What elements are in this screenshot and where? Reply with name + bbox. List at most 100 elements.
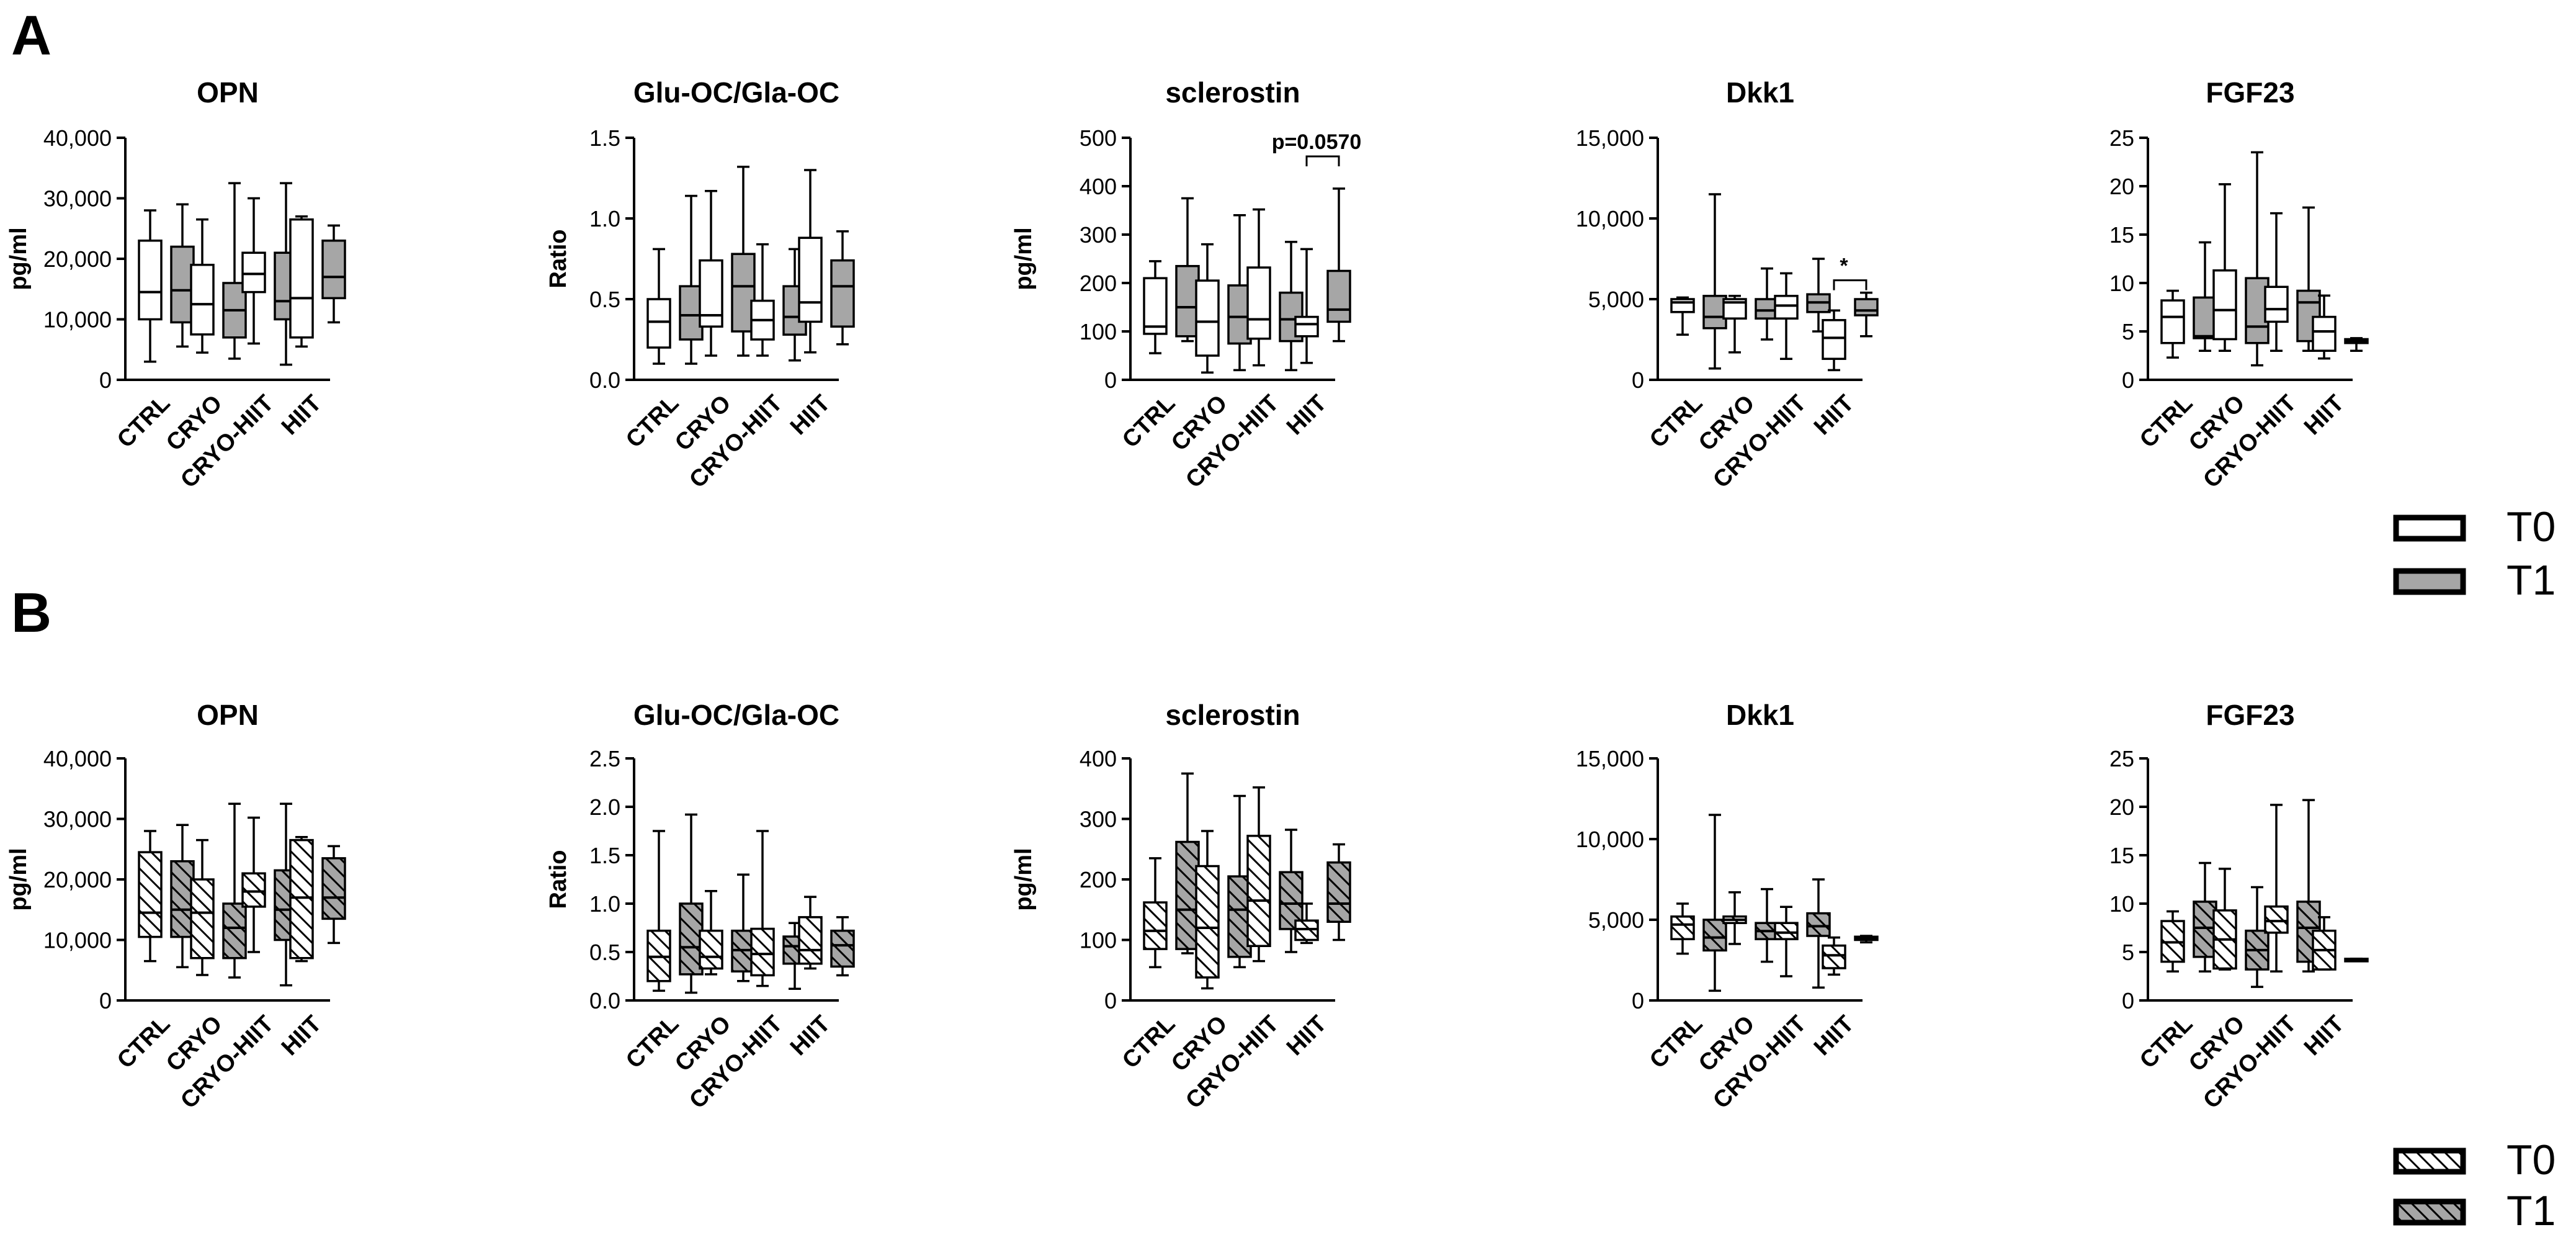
chart-b-1-box-hiit-t0 bbox=[289, 836, 314, 963]
chart-b-1-ytick-label: 40,000 bbox=[43, 746, 112, 771]
chart-a-4-box-cryo-hiit-t0 bbox=[1774, 272, 1799, 360]
chart-a-4-box-cryo-hiit-t1 bbox=[1806, 258, 1831, 333]
chart-a-3-title: sclerostin bbox=[1165, 76, 1300, 109]
chart-a-5-box-ctrl-t1 bbox=[2193, 241, 2217, 352]
legend-a: T0 T1 bbox=[2393, 503, 2556, 604]
legend-a-t1-label: T1 bbox=[2507, 557, 2556, 604]
chart-b-3-title: sclerostin bbox=[1165, 699, 1300, 731]
chart-a-2-ytick-label: 1.5 bbox=[589, 125, 620, 151]
chart-b-1-xtick-label: CTRL bbox=[112, 1011, 175, 1074]
chart-a-3-box-hiit-t1-iqr bbox=[1326, 269, 1351, 323]
chart-a-1-box-cryo-t0-iqr bbox=[190, 264, 215, 336]
chart-b-4-box-hiit-t0 bbox=[1822, 936, 1846, 976]
chart-b-3-box-ctrl-t1 bbox=[1175, 772, 1200, 955]
chart-a-3-box-cryo-t0-iqr bbox=[1195, 279, 1220, 357]
chart-b-2-ytick-label: 1.0 bbox=[589, 891, 620, 917]
chart-a-4-sig-bracket bbox=[1833, 279, 1867, 290]
chart-a-3-sig-label: p=0.0570 bbox=[1272, 130, 1362, 154]
chart-a-5-box-cryo-t0-iqr bbox=[2212, 269, 2237, 341]
chart-b-1-ytick-label: 0 bbox=[99, 988, 112, 1013]
chart-b-5-ytick-label: 5 bbox=[2122, 940, 2134, 965]
chart-b-4-xtick-label: HIIT bbox=[1809, 1011, 1859, 1061]
chart-a-2: Glu-OC/Gla-OC0.00.51.01.5RatioCTRLCRYOCR… bbox=[545, 76, 855, 493]
chart-a-4-box-hiit-t0-iqr bbox=[1822, 319, 1846, 360]
chart-a-2-xtick-label: HIIT bbox=[785, 390, 835, 440]
chart-a-2-ylabel: Ratio bbox=[545, 230, 571, 289]
chart-a-4-title: Dkk1 bbox=[1726, 76, 1794, 109]
chart-a-2-xtick-label: CTRL bbox=[621, 390, 684, 453]
chart-b-2-box-hiit-t0-iqr bbox=[798, 916, 823, 965]
chart-b-5-title: FGF23 bbox=[2206, 699, 2294, 731]
chart-b-3-ytick-label: 400 bbox=[1080, 746, 1117, 771]
chart-a-3-box-hiit-t0-iqr bbox=[1294, 315, 1319, 338]
chart-a-5-box-cryo-t1 bbox=[2245, 151, 2270, 367]
chart-b-3-ytick-label: 0 bbox=[1104, 988, 1117, 1013]
chart-b-5-box-cryo-t1 bbox=[2245, 886, 2270, 988]
chart-a-5-box-cryo-t0 bbox=[2212, 183, 2237, 352]
legend-b-t1-label: T1 bbox=[2507, 1187, 2556, 1234]
chart-a-2-box-hiit-t1-iqr bbox=[830, 259, 855, 328]
chart-b-1: OPN010,00020,00030,00040,000pg/mlCTRLCRY… bbox=[6, 699, 346, 1114]
chart-b-2-title: Glu-OC/Gla-OC bbox=[633, 699, 839, 731]
chart-b-2-ytick-label: 0.0 bbox=[589, 988, 620, 1013]
chart-b-1-ytick-label: 10,000 bbox=[43, 928, 112, 953]
chart-b-5-xtick-label: CTRL bbox=[2135, 1011, 2198, 1074]
chart-b-4-box-ctrl-t0-iqr bbox=[1670, 915, 1695, 940]
chart-b-1-ytick-label: 30,000 bbox=[43, 807, 112, 832]
chart-a-1-ytick-label: 40,000 bbox=[43, 125, 112, 151]
chart-b-4-ytick-label: 10,000 bbox=[1576, 827, 1644, 852]
chart-a-5-ytick-label: 5 bbox=[2122, 319, 2134, 344]
chart-b-2-xtick-label: HIIT bbox=[785, 1011, 835, 1061]
chart-b-3-ylabel: pg/ml bbox=[1011, 848, 1037, 910]
chart-a-2-box-hiit-t0 bbox=[798, 169, 823, 354]
chart-a-1-box-ctrl-t0 bbox=[138, 209, 163, 363]
chart-b-3-xtick-label: HIIT bbox=[1282, 1011, 1331, 1061]
chart-a-1-box-hiit-t0-iqr bbox=[289, 218, 314, 339]
chart-a-3-box-ctrl-t1 bbox=[1175, 197, 1200, 343]
chart-a-5-box-ctrl-t1-iqr bbox=[2193, 296, 2217, 339]
chart-b-2-ytick-label: 2.0 bbox=[589, 794, 620, 820]
chart-b-5-box-cryo-hiit-t0-iqr bbox=[2264, 905, 2289, 934]
chart-a-5-box-cryo-hiit-t0 bbox=[2264, 212, 2289, 352]
chart-a-1-title: OPN bbox=[197, 76, 259, 109]
chart-a-2-box-cryo-t0-iqr bbox=[699, 259, 723, 328]
chart-a-4-ytick-label: 5,000 bbox=[1588, 287, 1644, 312]
panel-label-b: B bbox=[11, 582, 51, 644]
chart-b-3-box-ctrl-t1-iqr bbox=[1175, 840, 1200, 950]
chart-b-5-ytick-label: 25 bbox=[2109, 746, 2134, 771]
chart-a-2-title: Glu-OC/Gla-OC bbox=[633, 76, 839, 109]
chart-b-1-box-cryo-t0-iqr bbox=[190, 878, 215, 959]
chart-b-5-box-cryo-hiit-t0 bbox=[2264, 804, 2289, 973]
chart-a-5-ytick-label: 20 bbox=[2109, 174, 2134, 199]
chart-a-3-ytick-label: 500 bbox=[1080, 125, 1117, 151]
chart-b-4-box-cryo-hiit-t0-iqr bbox=[1774, 922, 1799, 940]
chart-a-1-ytick-label: 20,000 bbox=[43, 246, 112, 272]
chart-b-1-box-hiit-t0-iqr bbox=[289, 838, 314, 959]
chart-a-1-box-cryo-t0 bbox=[190, 218, 215, 354]
chart-b-2-box-cryo-hiit-t0-iqr bbox=[750, 927, 775, 977]
chart-a-2-box-ctrl-t0 bbox=[646, 248, 671, 365]
chart-b-2-box-hiit-t1 bbox=[830, 916, 855, 977]
chart-b-2-box-hiit-t1-iqr bbox=[830, 929, 855, 968]
chart-a-4-box-hiit-t1-iqr bbox=[1854, 298, 1879, 317]
chart-a-1-box-hiit-t1 bbox=[321, 224, 346, 324]
chart-a-1-box-ctrl-t1-iqr bbox=[170, 245, 195, 324]
chart-a-1-xtick-label: HIIT bbox=[277, 390, 326, 440]
chart-b-4: Dkk105,00010,00015,000CTRLCRYOCRYO-HIITH… bbox=[1576, 699, 1879, 1114]
chart-a-3-box-cryo-t0 bbox=[1195, 243, 1220, 374]
chart-a-5-box-hiit-t1 bbox=[2344, 337, 2369, 352]
chart-b-1-box-cryo-t1 bbox=[222, 802, 247, 979]
chart-a-4-box-ctrl-t1 bbox=[1702, 193, 1727, 370]
chart-b-1-box-hiit-t1-iqr bbox=[321, 857, 346, 920]
chart-a-2-box-hiit-t1 bbox=[830, 230, 855, 346]
chart-a-4-sig-label: * bbox=[1840, 254, 1848, 278]
chart-b-4-ytick-label: 0 bbox=[1632, 988, 1644, 1013]
chart-a-3-sig-bracket bbox=[1305, 155, 1340, 166]
chart-b-2: Glu-OC/Gla-OC 0.0 0.5 1.0 1.5 2.0 2.5 Ratio CTRL… bbox=[545, 699, 855, 1114]
legend-b-t1-swatch bbox=[2393, 1198, 2466, 1226]
chart-a-1-ylabel: pg/ml bbox=[6, 227, 32, 290]
chart-b-3-box-ctrl-t0-iqr bbox=[1143, 901, 1168, 950]
chart-b-2-box-cryo-t0-iqr bbox=[699, 929, 723, 970]
